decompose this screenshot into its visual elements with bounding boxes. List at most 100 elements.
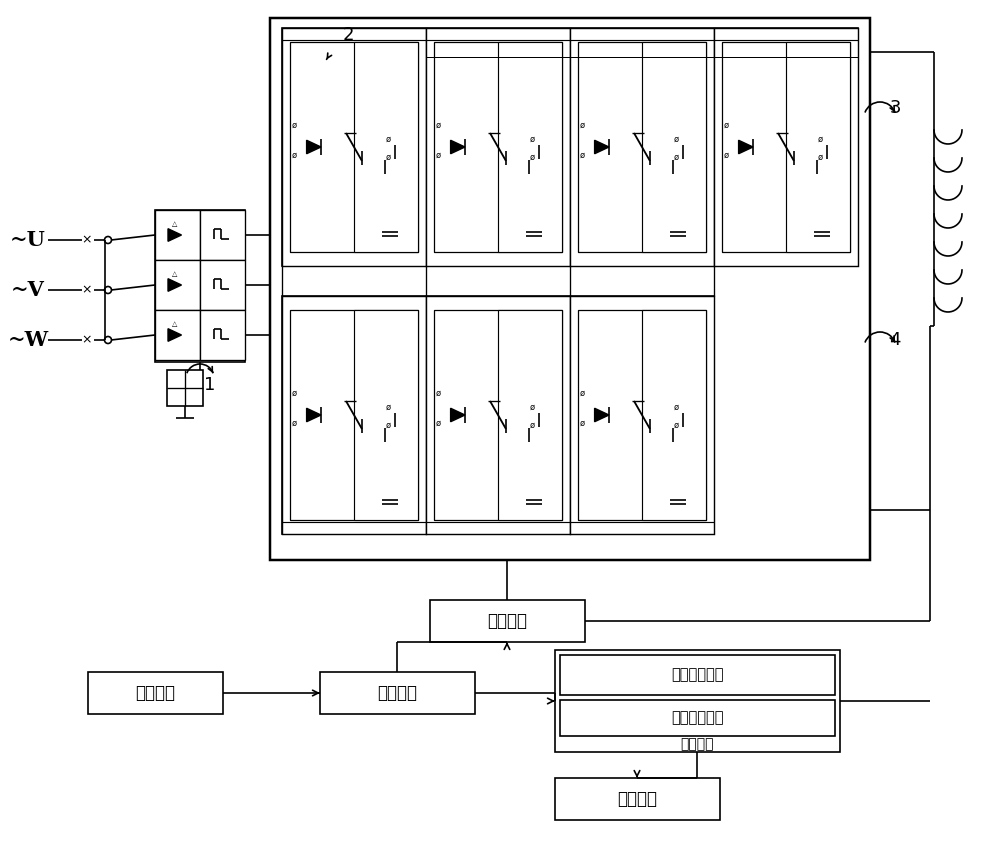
Polygon shape (673, 429, 686, 441)
Bar (155, 310, 200, 360)
Text: 电压检测单元: 电压检测单元 (671, 668, 723, 682)
Polygon shape (168, 279, 182, 291)
Polygon shape (595, 140, 609, 154)
Bar (498, 42, 562, 252)
Text: △: △ (172, 221, 178, 227)
Bar (527, 323, 541, 333)
Text: 4: 4 (889, 331, 901, 349)
Bar (282, 28, 858, 266)
Text: ø: ø (292, 419, 297, 427)
Text: ø: ø (386, 134, 391, 144)
Bar (426, 296, 570, 534)
Text: ø: ø (530, 134, 535, 144)
Text: ×: × (82, 283, 92, 296)
Polygon shape (529, 429, 542, 441)
Polygon shape (451, 140, 465, 154)
Bar (354, 42, 418, 252)
Bar (282, 28, 426, 266)
Bar (642, 310, 706, 520)
Bar (282, 296, 426, 534)
Bar (200, 260, 245, 310)
Bar (578, 42, 706, 252)
Bar (354, 310, 418, 520)
Text: ~W: ~W (7, 330, 49, 350)
Polygon shape (382, 414, 395, 426)
Text: ø: ø (436, 419, 441, 427)
Text: ø: ø (386, 420, 391, 430)
Bar (570, 28, 714, 266)
Polygon shape (526, 146, 539, 158)
Text: ø: ø (674, 420, 679, 430)
Polygon shape (673, 161, 686, 173)
Bar (383, 323, 397, 333)
Text: ø: ø (674, 134, 679, 144)
Text: ø: ø (530, 420, 535, 430)
Polygon shape (814, 146, 827, 158)
Text: ø: ø (292, 121, 297, 129)
Text: ø: ø (724, 121, 729, 129)
Bar (167, 370, 203, 406)
Text: ø: ø (386, 152, 391, 162)
Polygon shape (307, 408, 321, 422)
Bar (155, 210, 200, 260)
Bar (434, 42, 562, 252)
Text: ø: ø (530, 152, 535, 162)
Text: 1: 1 (204, 376, 216, 394)
Bar (527, 55, 541, 65)
Text: △: △ (172, 321, 178, 327)
Bar (290, 42, 418, 252)
Bar (434, 310, 562, 520)
Bar (714, 28, 858, 266)
Text: ø: ø (292, 151, 297, 159)
Text: 检测单元: 检测单元 (680, 737, 714, 751)
Text: ø: ø (436, 121, 441, 129)
Polygon shape (529, 161, 542, 173)
Bar (642, 42, 706, 252)
Text: ø: ø (580, 419, 585, 427)
Text: ø: ø (580, 121, 585, 129)
Polygon shape (595, 408, 609, 422)
Bar (155, 260, 200, 310)
Bar (430, 600, 585, 642)
Bar (722, 42, 850, 252)
Text: 驱动单元: 驱动单元 (487, 612, 527, 630)
Bar (200, 310, 245, 360)
Text: 控制单元: 控制单元 (377, 684, 417, 702)
Bar (426, 28, 570, 266)
Text: ø: ø (580, 151, 585, 159)
Text: ø: ø (724, 151, 729, 159)
Text: △: △ (172, 270, 178, 276)
Bar (560, 700, 835, 736)
Polygon shape (385, 161, 398, 173)
Polygon shape (817, 161, 830, 173)
Bar (815, 55, 829, 65)
Bar (282, 296, 714, 534)
Bar (88, 672, 223, 714)
Bar (155, 210, 245, 362)
Bar (671, 323, 685, 333)
Bar (320, 672, 475, 714)
Text: ø: ø (436, 151, 441, 159)
Polygon shape (385, 429, 398, 441)
Text: ×: × (82, 334, 92, 347)
Bar (383, 55, 397, 65)
Polygon shape (307, 140, 321, 154)
Bar (498, 310, 562, 520)
Polygon shape (739, 140, 753, 154)
Bar (578, 310, 706, 520)
Text: 2: 2 (342, 26, 354, 44)
Bar (560, 655, 835, 695)
Polygon shape (382, 146, 395, 158)
Bar (555, 650, 840, 752)
Bar (200, 210, 245, 260)
Text: ø: ø (580, 389, 585, 397)
Text: ø: ø (674, 402, 679, 412)
Polygon shape (168, 329, 182, 342)
Text: ø: ø (386, 402, 391, 412)
Bar (555, 778, 720, 820)
Text: ~V: ~V (11, 280, 45, 300)
Text: ø: ø (530, 402, 535, 412)
Bar (786, 42, 850, 252)
Polygon shape (670, 414, 683, 426)
Polygon shape (168, 229, 182, 241)
